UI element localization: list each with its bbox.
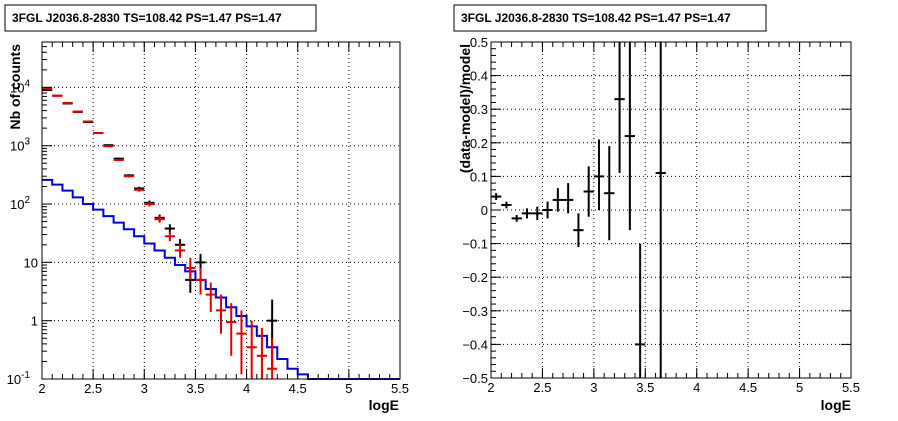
model-point [267,338,278,379]
residual-point [624,42,635,231]
model-point [82,120,94,123]
model-point [246,320,257,379]
x-tick-label: 2.5 [84,381,102,396]
y-tick-base: 10 [10,80,24,95]
model-point [174,243,186,258]
residual-point [604,146,615,241]
residual-point [563,183,574,214]
x-tick-label: 2 [38,381,45,396]
x-tick-label: 3.5 [636,380,654,395]
y-tick-label: 1 [31,314,38,329]
y-tick-label: 0.1 [470,169,488,184]
y-tick-label: −0.1 [462,237,488,252]
model-point [205,282,216,313]
y-tick-exponent: 4 [24,78,30,89]
model-point [195,268,206,295]
model-point [103,145,114,148]
y-tick-label: −0.5 [462,371,488,386]
chart-title-box [4,4,317,32]
model-point [113,158,124,161]
residual-point [573,213,584,247]
y-tick-exponent: 3 [24,137,30,148]
model-point [185,257,196,280]
residual-point [655,42,666,378]
y-tick-base: 10 [7,372,21,387]
counts-panel: 3FGL J2036.8-2830 TS=108.42 PS=1.47 PS=1… [4,4,409,413]
x-tick-label: 2.5 [533,380,551,395]
y-tick-label: 104 [10,78,30,95]
residual-panel: 3FGL J2036.8-2830 TS=108.42 PS=1.47 PS=1… [453,4,860,413]
residual-point [614,42,625,174]
x-tick-label: 4 [693,380,700,395]
plot-frame [41,41,401,380]
y-tick-base: 10 [10,139,24,154]
model-point [236,310,247,375]
chart-title: 3FGL J2036.8-2830 TS=108.42 PS=1.47 PS=1… [461,11,731,25]
chart-title-box [453,4,767,32]
y-tick-label: 10 [24,255,38,270]
x-tick-label: 3 [141,381,148,396]
y-tick-label: 10-1 [7,370,31,387]
x-tick-label: 4.5 [739,380,757,395]
model-point [42,87,53,90]
model-point [123,174,135,178]
y-tick-label: −0.4 [462,337,488,352]
y-tick-label: −0.2 [462,270,488,285]
x-tick-label: 5.5 [391,381,409,396]
model-point [226,303,237,356]
x-axis-label: logE [369,397,399,413]
y-tick-label: −0.3 [462,304,488,319]
model-point [134,188,145,192]
y-tick-exponent: -1 [21,370,30,381]
x-axis-label: logE [821,397,851,413]
model-point [72,110,83,113]
x-tick-label: 4.5 [289,381,307,396]
model-point [93,132,104,135]
residual-point [511,215,522,222]
residual-point [583,166,594,217]
y-tick-label: 0.4 [470,69,488,84]
residual-point [501,201,512,209]
model-point [52,94,63,97]
model-point [164,231,175,242]
background-histogram-line [42,178,400,380]
y-axis-label: (data-model)/model [457,44,473,173]
y-tick-label: 0.3 [470,102,488,117]
x-tick-label: 5 [345,381,352,396]
model-point [215,294,227,334]
residual-point [552,188,563,212]
model-point [62,101,73,104]
x-tick-label: 5 [796,380,803,395]
residual-point [635,243,646,378]
residual-point [593,139,605,210]
y-axis-label: Nb of counts [7,44,23,130]
y-tick-base: 10 [10,197,24,212]
residual-point [521,208,533,219]
x-tick-label: 5.5 [842,380,860,395]
residual-point [542,201,553,219]
model-point [144,201,155,207]
model-point [154,216,165,223]
x-tick-label: 3.5 [186,381,204,396]
x-tick-label: 4 [243,381,250,396]
residual-point [532,206,543,221]
y-tick-label: 103 [10,137,30,154]
y-tick-label: 0.5 [470,35,488,50]
y-tick-label: 0.2 [470,136,488,151]
chart-title: 3FGL J2036.8-2830 TS=108.42 PS=1.47 PS=1… [12,11,282,25]
y-tick-exponent: 2 [24,195,30,206]
y-tick-label: 102 [10,195,30,212]
x-tick-label: 3 [590,380,597,395]
x-tick-label: 2 [487,380,494,395]
y-tick-label: 0 [481,203,488,218]
model-point [256,327,268,379]
